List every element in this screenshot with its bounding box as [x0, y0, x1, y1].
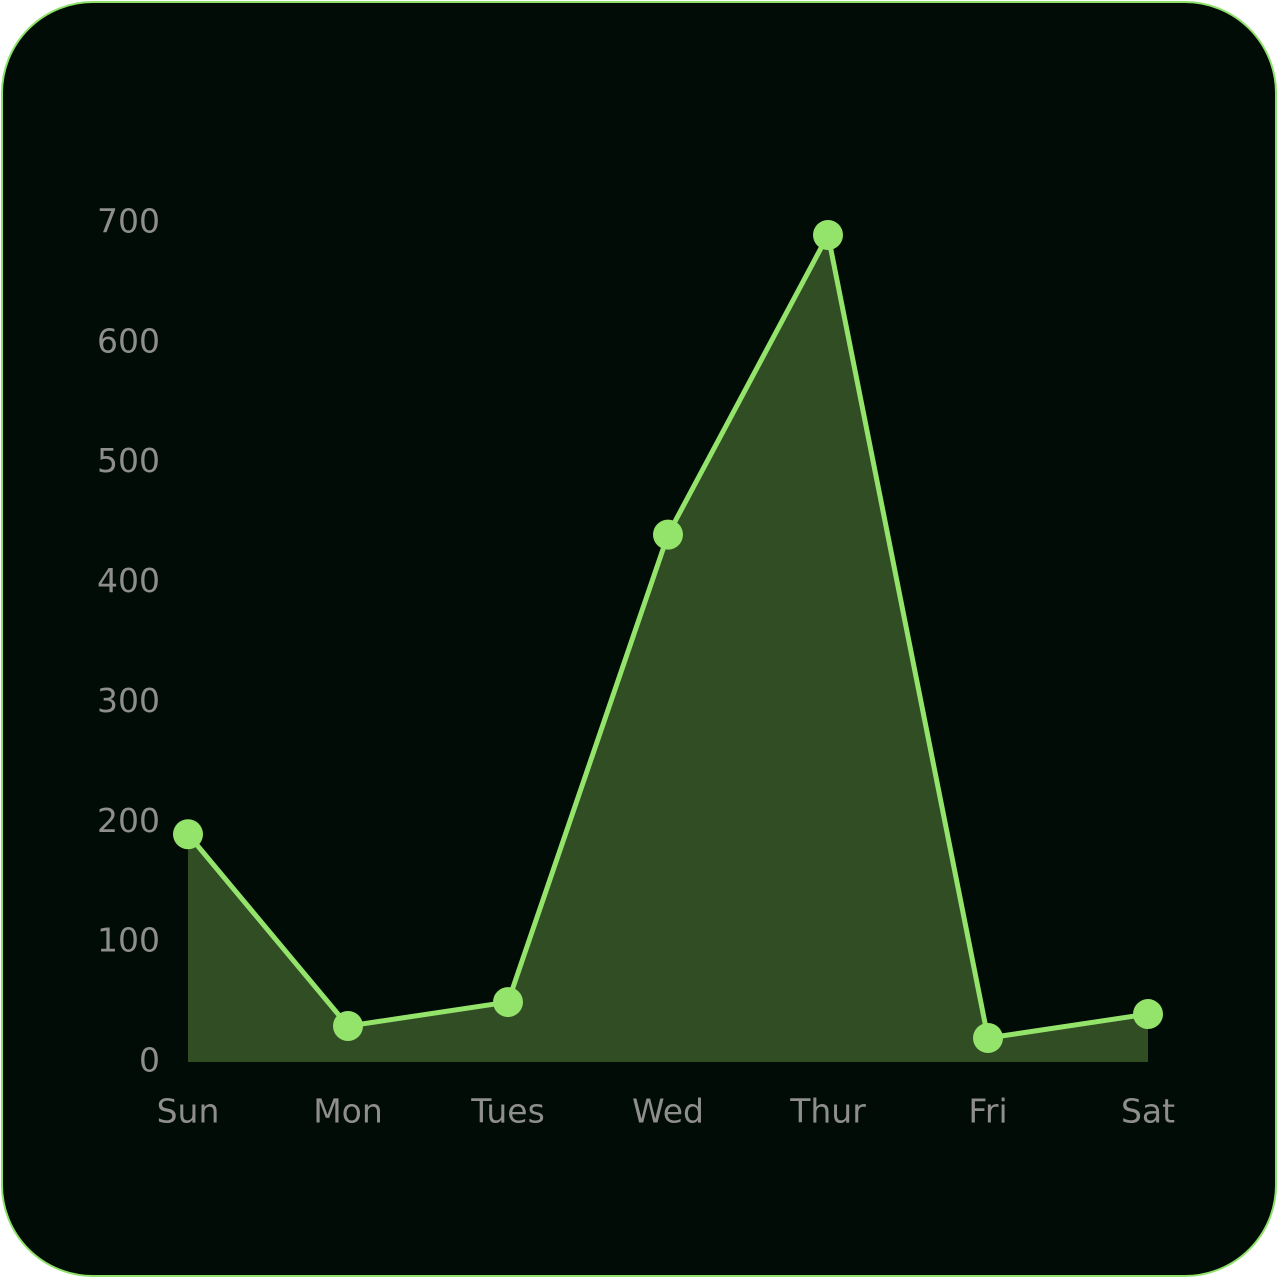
data-point-fri — [973, 1023, 1003, 1054]
data-point-thur — [813, 219, 843, 250]
y-tick-label: 700 — [97, 202, 160, 241]
data-point-mon — [333, 1011, 363, 1042]
data-point-sat — [1133, 999, 1163, 1030]
x-tick-label: Sat — [1121, 1092, 1175, 1131]
data-point-sun — [173, 819, 203, 850]
y-axis-tick-labels: 0 100 200 300 400 500 600 700 — [97, 202, 160, 1080]
x-tick-label: Sun — [157, 1092, 220, 1131]
data-points — [173, 219, 1163, 1054]
x-tick-label: Fri — [968, 1092, 1007, 1131]
y-tick-label: 100 — [97, 921, 160, 960]
x-tick-label: Tues — [470, 1092, 545, 1131]
x-tick-label: Wed — [632, 1092, 704, 1131]
data-point-tues — [493, 987, 523, 1018]
y-tick-label: 600 — [97, 321, 160, 360]
x-axis-tick-labels: Sun Mon Tues Wed Thur Fri Sat — [157, 1092, 1176, 1131]
y-tick-label: 400 — [97, 561, 160, 600]
area-chart: 0 100 200 300 400 500 600 700 Sun Mon Tues Wed Thur… — [97, 202, 1176, 1131]
data-point-wed — [653, 519, 683, 550]
y-tick-label: 500 — [97, 441, 160, 480]
y-tick-label: 300 — [97, 681, 160, 720]
area-fill — [188, 234, 1148, 1062]
y-tick-label: 200 — [97, 801, 160, 840]
x-tick-label: Thur — [789, 1092, 866, 1131]
x-tick-label: Mon — [313, 1092, 383, 1131]
y-tick-label: 0 — [139, 1041, 160, 1080]
